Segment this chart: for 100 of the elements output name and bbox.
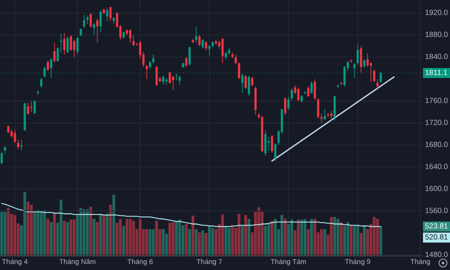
- bar: [231, 226, 234, 256]
- candlestick: [83, 14, 86, 28]
- candlestick: [36, 90, 40, 96]
- candlestick: [195, 26, 198, 44]
- bar: [224, 226, 228, 256]
- bar: [86, 209, 89, 256]
- candlestick: [188, 46, 191, 66]
- bar: [50, 222, 53, 256]
- candlestick: [310, 80, 313, 94]
- candlestick: [356, 44, 359, 65]
- candlestick: [40, 78, 42, 88]
- bar: [99, 214, 102, 256]
- bar: [132, 220, 135, 256]
- bar: [188, 229, 191, 256]
- bar: [248, 218, 250, 256]
- bar: [333, 216, 336, 256]
- bar: [336, 218, 340, 256]
- bar: [376, 218, 379, 256]
- bar: [148, 229, 152, 256]
- candlestick: [185, 56, 188, 68]
- candlestick: [241, 73, 244, 94]
- bar: [264, 226, 267, 256]
- candlestick: [366, 52, 369, 68]
- bar: [175, 220, 178, 256]
- bar: [204, 232, 208, 256]
- candlestick: [221, 38, 224, 64]
- bar: [360, 232, 362, 256]
- candlestick: [268, 136, 270, 151]
- candlestick: [99, 10, 102, 33]
- bar: [221, 214, 224, 256]
- bar: [102, 215, 106, 256]
- bar: [53, 213, 56, 256]
- candlestick: [324, 108, 326, 121]
- bar: [280, 215, 284, 256]
- bar: [350, 225, 353, 256]
- candlestick: [96, 18, 98, 44]
- bar: [36, 210, 40, 256]
- candlestick: [274, 143, 276, 162]
- bar: [260, 212, 264, 256]
- bar: [238, 214, 240, 256]
- candlestick: [129, 28, 132, 44]
- bar: [82, 209, 86, 256]
- bar: [118, 218, 122, 256]
- candlestick: [168, 71, 171, 84]
- bar: [92, 218, 96, 256]
- candlestick: [53, 42, 56, 63]
- bar: [296, 220, 300, 256]
- candlestick: [34, 100, 36, 115]
- candlestick: [63, 32, 66, 56]
- bar: [244, 215, 248, 256]
- candlestick: [370, 62, 372, 82]
- candlestick: [307, 85, 310, 98]
- bar: [304, 218, 306, 256]
- candlestick: [270, 134, 274, 154]
- candlestick: [204, 40, 208, 51]
- candlestick: [165, 78, 168, 85]
- candlestick: [106, 7, 108, 22]
- candlestick: [244, 74, 247, 90]
- bar: [66, 222, 70, 256]
- candlestick: [284, 96, 286, 116]
- candlestick: [109, 6, 112, 22]
- bar: [310, 218, 313, 256]
- bar: [172, 222, 175, 256]
- candlestick: [251, 76, 254, 87]
- candlestick: [360, 46, 362, 73]
- bar: [313, 218, 316, 256]
- candlestick: [73, 39, 76, 58]
- bar: [155, 220, 158, 256]
- bar: [208, 226, 211, 256]
- candlestick: [86, 15, 89, 25]
- bar: [43, 210, 46, 256]
- candlestick: [254, 86, 257, 116]
- candlestick: [46, 60, 49, 72]
- bar: [109, 204, 112, 256]
- bar: [343, 226, 346, 256]
- bar: [30, 204, 33, 256]
- candlestick: [202, 38, 204, 49]
- candlestick: [297, 87, 300, 102]
- candlestick: [330, 110, 332, 121]
- bar: [126, 218, 128, 256]
- bar: [26, 202, 30, 256]
- bar: [70, 220, 72, 256]
- candlestick: [264, 130, 267, 156]
- candlestick: [314, 78, 316, 100]
- candlestick: [334, 95, 336, 122]
- bar: [353, 226, 356, 256]
- bar: [270, 220, 274, 256]
- candlestick: [90, 12, 92, 28]
- candlestick: [317, 98, 320, 120]
- bar: [4, 212, 6, 256]
- bar: [116, 222, 118, 256]
- bar: [320, 229, 323, 256]
- bar: [13, 215, 16, 256]
- candlestick: [92, 22, 96, 36]
- candlestick: [17, 139, 20, 150]
- bar: [198, 232, 201, 256]
- candlestick: [248, 75, 250, 96]
- candlestick: [208, 44, 210, 56]
- bar: [254, 212, 257, 256]
- bar: [191, 216, 194, 256]
